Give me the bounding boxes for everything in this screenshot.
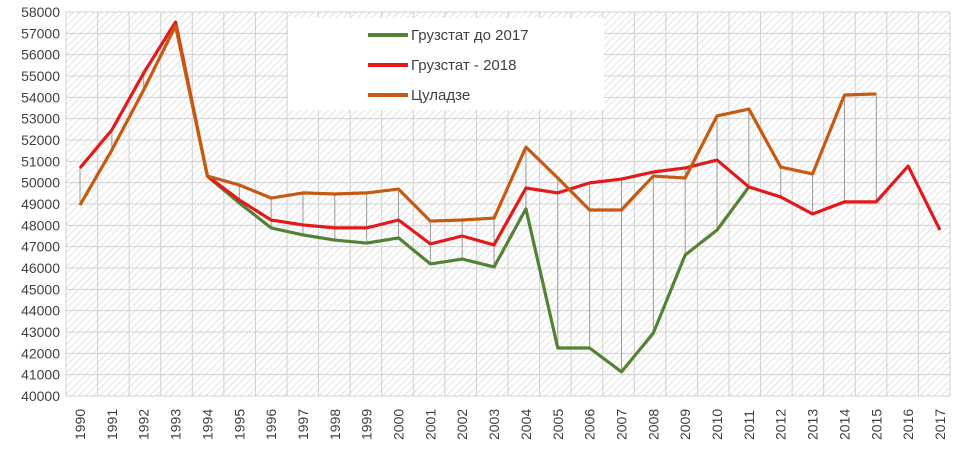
legend-label: Грузстат до 2017 (411, 26, 529, 44)
x-tick-label: 2006 (582, 409, 598, 440)
x-tick-label: 2016 (900, 409, 916, 440)
y-tick-label: 44000 (21, 303, 60, 319)
y-tick-label: 51000 (21, 153, 60, 169)
x-tick-label: 2013 (805, 409, 821, 440)
x-tick-label: 2010 (709, 409, 725, 440)
y-tick-label: 41000 (21, 367, 60, 383)
legend-swatch (368, 33, 408, 37)
y-tick-label: 50000 (21, 175, 60, 191)
x-tick-label: 2011 (741, 410, 757, 440)
y-tick-label: 48000 (21, 217, 60, 233)
y-tick-label: 43000 (21, 324, 60, 340)
x-tick-label: 1993 (168, 409, 184, 440)
x-tick-label: 1995 (231, 409, 247, 440)
y-tick-label: 46000 (21, 260, 60, 276)
y-tick-label: 52000 (21, 132, 60, 148)
y-tick-label: 56000 (21, 47, 60, 63)
legend-item-gruzstat-2018: Грузстат - 2018 (368, 55, 516, 75)
x-tick-label: 2007 (613, 409, 629, 440)
series-line-2 (78, 20, 942, 247)
y-tick-label: 47000 (21, 239, 60, 255)
legend-label: Грузстат - 2018 (411, 56, 517, 74)
x-tick-label: 1996 (263, 409, 279, 440)
x-tick-label: 1991 (104, 409, 120, 440)
series-line-1 (206, 175, 751, 374)
y-tick-label: 45000 (21, 281, 60, 297)
x-tick-label: 2014 (836, 409, 852, 440)
x-tick-label: 1994 (199, 409, 215, 440)
x-tick-label: 2000 (391, 409, 407, 440)
legend-swatch (368, 63, 408, 67)
y-tick-label: 40000 (21, 388, 60, 404)
y-tick-label: 58000 (21, 4, 60, 20)
x-tick-label: 1997 (295, 409, 311, 440)
x-tick-label: 2001 (422, 409, 438, 440)
y-tick-label: 49000 (21, 196, 60, 212)
x-tick-label: 1990 (72, 409, 88, 440)
y-tick-label: 53000 (21, 111, 60, 127)
legend-swatch (368, 93, 408, 97)
x-tick-label: 2005 (550, 409, 566, 440)
x-tick-label: 2012 (773, 409, 789, 440)
x-tick-label: 1999 (359, 409, 375, 440)
x-tick-label: 2008 (645, 409, 661, 440)
legend: Грузстат до 2017 Грузстат - 2018 Цуладзе (288, 18, 604, 110)
x-tick-label: 2002 (454, 409, 470, 440)
legend-item-tsuladze: Цуладзе (368, 85, 470, 105)
legend-item-gruzstat-2017: Грузстат до 2017 (368, 25, 529, 45)
x-tick-label: 2003 (486, 409, 502, 440)
x-tick-label: 2015 (868, 409, 884, 440)
legend-label: Цуладзе (411, 86, 471, 104)
x-tick-label: 2004 (518, 409, 534, 440)
series-line-3 (78, 24, 877, 223)
x-tick-label: 1998 (327, 409, 343, 440)
y-tick-label: 54000 (21, 89, 60, 105)
y-tick-label: 57000 (21, 25, 60, 41)
x-tick-label: 1992 (136, 409, 152, 440)
x-tick-label: 2009 (677, 409, 693, 440)
y-tick-label: 55000 (21, 68, 60, 84)
y-tick-label: 42000 (21, 345, 60, 361)
x-tick-label: 2017 (932, 409, 948, 440)
